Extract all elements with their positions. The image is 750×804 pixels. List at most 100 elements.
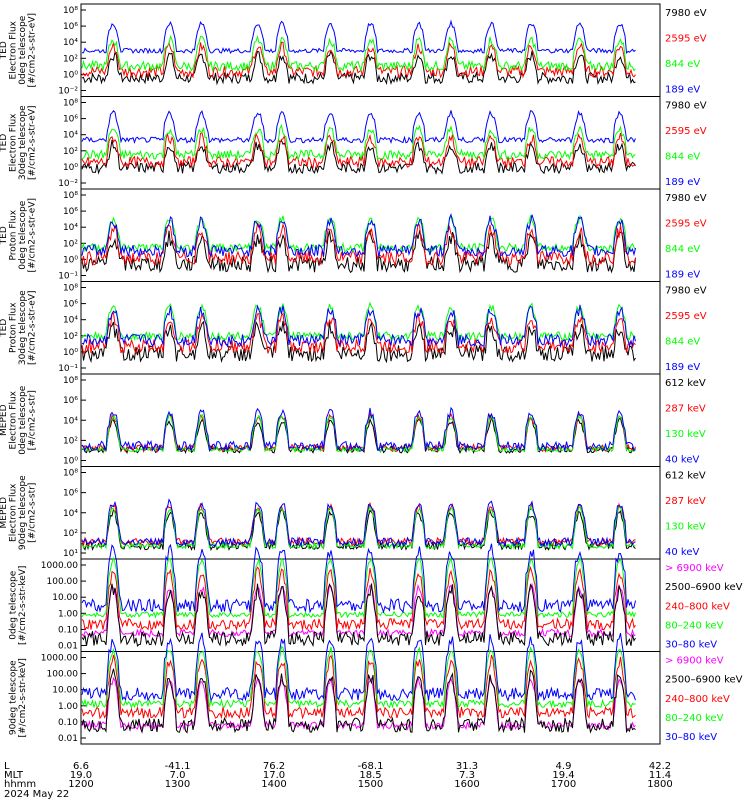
y-tick-label: 10⁸	[63, 99, 78, 109]
legend-entry: 2595 eV	[665, 34, 707, 45]
y-tick-label: 10.00	[52, 593, 78, 603]
panel-frame	[80, 96, 661, 190]
panel-7: 1000.00 100.00 10.00 1.00 0.10 0.01 0deg teles…	[8, 543, 743, 652]
legend-entry: > 6900 keV	[665, 656, 724, 667]
y-tick-label: 10⁸	[63, 6, 78, 16]
x-tick-label: 31.3	[456, 761, 478, 772]
y-axis-title-line: 0deg telescope	[18, 200, 28, 270]
legend-entry: 189 eV	[665, 270, 700, 281]
y-tick-label: 10⁴	[63, 316, 78, 326]
legend-entry: 30–80 keV	[665, 640, 717, 651]
x-tick-label: 7.0	[170, 770, 186, 781]
legend-entry: 189 eV	[665, 177, 700, 188]
y-tick-label: 10⁴	[63, 131, 78, 141]
x-tick-label: 7.3	[459, 770, 475, 781]
x-tick-label: 1200	[68, 779, 93, 790]
panel-frame	[80, 3, 661, 97]
y-tick-label: 10²	[63, 529, 78, 539]
y-tick-label: 1000.00	[41, 654, 78, 664]
y-tick-label: 10⁰	[63, 348, 78, 358]
y-tick-label: 10⁶	[63, 489, 78, 499]
y-axis-title-line: 0deg telescope	[18, 15, 28, 85]
y-axis-title-line: TED	[0, 226, 9, 245]
series-line	[81, 320, 636, 364]
panel-5: 10⁸ 10⁶ 10⁴ 10² 10⁰ MEPEDElectron Flux0deg te…	[0, 373, 706, 467]
y-tick-label: 10⁰	[63, 255, 78, 265]
y-axis-title-line: 30deg telescope	[18, 105, 28, 180]
y-tick-label: 100.00	[47, 577, 79, 587]
legend-entry: 612 keV	[665, 378, 706, 389]
y-tick-label: 10⁸	[63, 376, 78, 386]
x-label-mlt: MLT	[4, 770, 24, 781]
series-line	[81, 222, 636, 267]
legend-entry: 80–240 keV	[665, 620, 724, 631]
y-axis-title-line: [#/cm2-s-str-eV]	[27, 290, 37, 365]
y-tick-label: 10⁻¹	[58, 272, 78, 282]
y-axis-title-line: Electron Flux	[8, 20, 18, 79]
x-tick-label: 1600	[454, 779, 479, 790]
y-axis-title-line: Electron Flux	[8, 113, 18, 172]
x-tick-label: 11.4	[649, 770, 671, 781]
y-tick-label: 10⁸	[63, 284, 78, 294]
series-line	[81, 583, 636, 648]
y-tick-label: 10²	[63, 147, 78, 157]
y-tick-label: 10⁴	[63, 223, 78, 233]
x-label-date: 2024 May 22	[4, 789, 69, 800]
legend-entry: 7980 eV	[665, 8, 707, 19]
y-axis-title-line: [#/cm2-s-str-eV]	[27, 198, 37, 273]
x-label-hhmm: hhmm	[4, 779, 36, 790]
y-tick-label: 0.10	[58, 718, 78, 728]
x-tick-label: -41.1	[165, 761, 191, 772]
y-axis-title-line: 90deg telescope	[8, 660, 18, 735]
legend-entry: 2500–6900 keV	[665, 675, 743, 686]
legend-entry: 844 eV	[665, 337, 700, 348]
x-label-l: L	[4, 761, 10, 772]
y-tick-label: 10¹	[63, 549, 78, 559]
panel-8: 1000.00 100.00 10.00 1.00 0.10 0.01 90deg tele…	[8, 632, 743, 745]
series-line	[81, 212, 636, 259]
x-tick-label: 42.2	[649, 761, 671, 772]
x-tick-label: 1800	[647, 779, 672, 790]
series-line	[81, 41, 636, 79]
y-tick-label: 10⁶	[63, 300, 78, 310]
y-tick-label: 10²	[63, 332, 78, 342]
legend-entry: 30–80 keV	[665, 732, 717, 743]
y-tick-label: 10²	[63, 239, 78, 249]
series-line	[81, 312, 636, 355]
y-tick-label: 100.00	[47, 670, 79, 680]
y-tick-label: 10⁰	[63, 163, 78, 173]
series-line	[81, 411, 636, 454]
x-tick-label: 19.4	[552, 770, 574, 781]
series-line	[81, 565, 636, 632]
y-axis-title-line: [#/cm2-s-str-keV]	[18, 658, 28, 737]
y-tick-label: 10²	[63, 436, 78, 446]
y-axis-title-line: TED	[0, 134, 9, 153]
y-axis-title: MEPEDElectron Flux0deg telescope[#/cm2-s…	[0, 385, 37, 455]
y-tick-label: 10⁴	[63, 509, 78, 519]
x-tick-label: 1300	[165, 779, 190, 790]
legend-entry: 287 keV	[665, 404, 706, 415]
y-tick-label: 10⁶	[63, 22, 78, 32]
x-tick-label: 1700	[551, 779, 576, 790]
y-axis-title-line: Proton Flux	[8, 302, 18, 353]
panel-6: 10⁸ 10⁶ 10⁴ 10² 10¹ MEPEDElectron Flux90deg t…	[0, 466, 706, 560]
legend-entry: 287 keV	[665, 496, 706, 507]
legend-entry: 40 keV	[665, 547, 699, 558]
legend-entry: 189 eV	[665, 85, 700, 96]
y-tick-label: 10⁶	[63, 396, 78, 406]
y-tick-label: 0.10	[58, 625, 78, 635]
y-axis-title-line: 0deg telescope	[18, 385, 28, 455]
y-tick-label: 10⁻²	[58, 87, 78, 97]
series-line	[81, 301, 636, 342]
y-tick-label: 1.00	[58, 609, 78, 619]
legend-entry: 2595 eV	[665, 219, 707, 230]
panel-frame	[80, 651, 661, 745]
y-tick-label: 10⁸	[63, 191, 78, 201]
y-axis-title: TEDElectron Flux30deg telescope[#/cm2-s-…	[0, 105, 37, 180]
y-axis-title: 0deg telescope[#/cm2-s-str-keV]	[8, 566, 28, 645]
y-tick-label: 10⁻²	[58, 179, 78, 189]
y-tick-label: 10⁶	[63, 207, 78, 217]
